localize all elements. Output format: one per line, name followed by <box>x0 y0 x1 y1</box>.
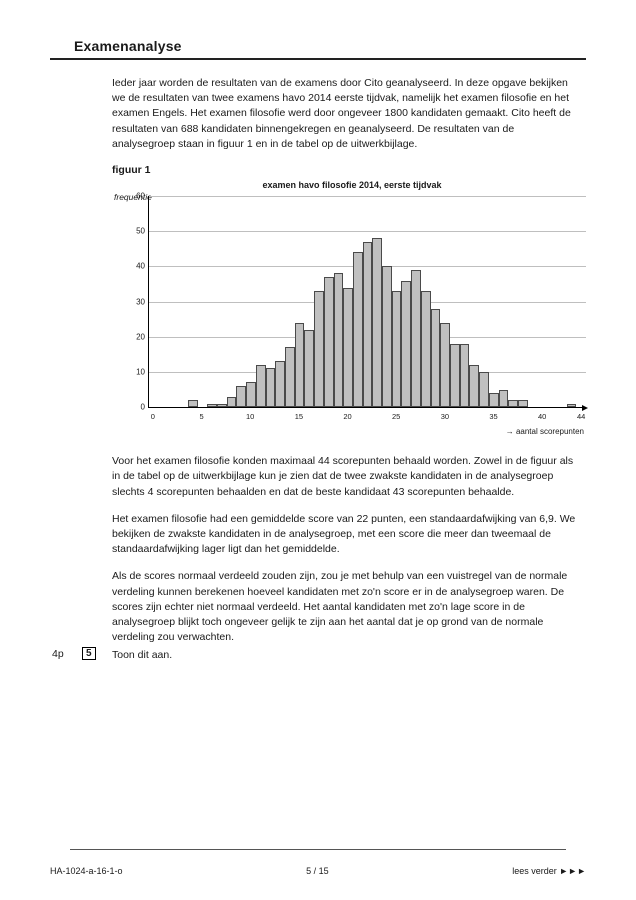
chart-y-tick: 30 <box>136 297 145 306</box>
footer-left: HA-1024-a-16-1-o <box>50 866 123 876</box>
chart-bar <box>236 386 246 407</box>
chart-x-tick: 35 <box>489 412 497 421</box>
chart-bar <box>304 330 314 407</box>
chart-x-tick: 15 <box>295 412 303 421</box>
chart-bar <box>353 252 363 407</box>
chart-bar <box>567 404 577 408</box>
chart-bar <box>440 323 450 407</box>
chart-y-tick: 20 <box>136 332 145 341</box>
chart-bar <box>285 347 295 407</box>
chart-plot-area: 0102030405060 <box>148 196 586 408</box>
chart-x-axis-label: → aantal scorepunten <box>506 427 584 436</box>
chart-gridline <box>149 231 586 232</box>
footer-center: 5 / 15 <box>306 866 329 876</box>
paragraph-5: Toon dit aan. <box>112 648 578 663</box>
chart-bar <box>295 323 305 407</box>
chart-x-tick: 30 <box>441 412 449 421</box>
chart-bar <box>411 270 421 407</box>
chart-y-tick: 0 <box>141 403 145 412</box>
x-axis-arrow-icon <box>582 405 588 411</box>
paragraph-2: Voor het examen filosofie konden maximaa… <box>112 454 578 500</box>
chart-y-tick: 10 <box>136 367 145 376</box>
chart-bar <box>188 400 198 407</box>
chart-x-tick: 20 <box>343 412 351 421</box>
page-title: Examenanalyse <box>74 38 586 54</box>
chart-bar <box>508 400 518 407</box>
chart-bar <box>421 291 431 407</box>
chart-y-label: frequentie <box>114 192 152 202</box>
question-points: 4p <box>52 648 64 660</box>
chart-y-tick: 50 <box>136 227 145 236</box>
footer-right: lees verder ►►► <box>512 866 586 876</box>
chart-bar <box>324 277 334 407</box>
chart-bar <box>266 368 276 407</box>
chart-bar <box>469 365 479 407</box>
paragraph-4: Als de scores normaal verdeeld zouden zi… <box>112 569 578 645</box>
chart-x-ticks: 0 5 10 15 20 25 30 35 40 44 <box>148 412 586 422</box>
chart-gridline <box>149 196 586 197</box>
chart-bar <box>314 291 324 407</box>
chart-bar <box>334 273 344 407</box>
chart-bar <box>343 288 353 408</box>
figure-label: figuur 1 <box>112 164 578 176</box>
chart-bar <box>246 382 256 407</box>
chart-bar <box>431 309 441 407</box>
chart: examen havo filosofie 2014, eerste tijdv… <box>112 178 592 436</box>
chart-bar <box>460 344 470 407</box>
chart-bar <box>479 372 489 407</box>
chart-bar <box>363 242 373 407</box>
chart-x-tick: 10 <box>246 412 254 421</box>
chart-bar <box>401 281 411 408</box>
question-number: 5 <box>82 647 96 660</box>
chart-x-tick: 25 <box>392 412 400 421</box>
chart-bar <box>518 400 528 407</box>
chart-bar <box>207 404 217 408</box>
chart-bar <box>392 291 402 407</box>
paragraph-3: Het examen filosofie had een gemiddelde … <box>112 512 578 558</box>
chart-y-tick: 60 <box>136 192 145 201</box>
chart-bar <box>275 361 285 407</box>
chart-bar <box>217 404 227 408</box>
chart-x-tick: 40 <box>538 412 546 421</box>
header-rule <box>50 58 586 60</box>
chart-bar <box>499 390 509 408</box>
chart-x-tick: 0 <box>151 412 155 421</box>
chart-bar <box>450 344 460 407</box>
footer-rule <box>70 849 566 850</box>
paragraph-1: Ieder jaar worden de resultaten van de e… <box>112 76 578 152</box>
chart-x-tick: 5 <box>199 412 203 421</box>
chart-bar <box>372 238 382 407</box>
chart-y-tick: 40 <box>136 262 145 271</box>
page-footer: HA-1024-a-16-1-o 5 / 15 lees verder ►►► <box>50 866 586 876</box>
chart-x-tick: 44 <box>577 412 585 421</box>
chart-bar <box>256 365 266 407</box>
chart-title: examen havo filosofie 2014, eerste tijdv… <box>112 180 592 190</box>
chart-bar <box>489 393 499 407</box>
chart-bar <box>382 266 392 407</box>
chart-bar <box>227 397 237 408</box>
